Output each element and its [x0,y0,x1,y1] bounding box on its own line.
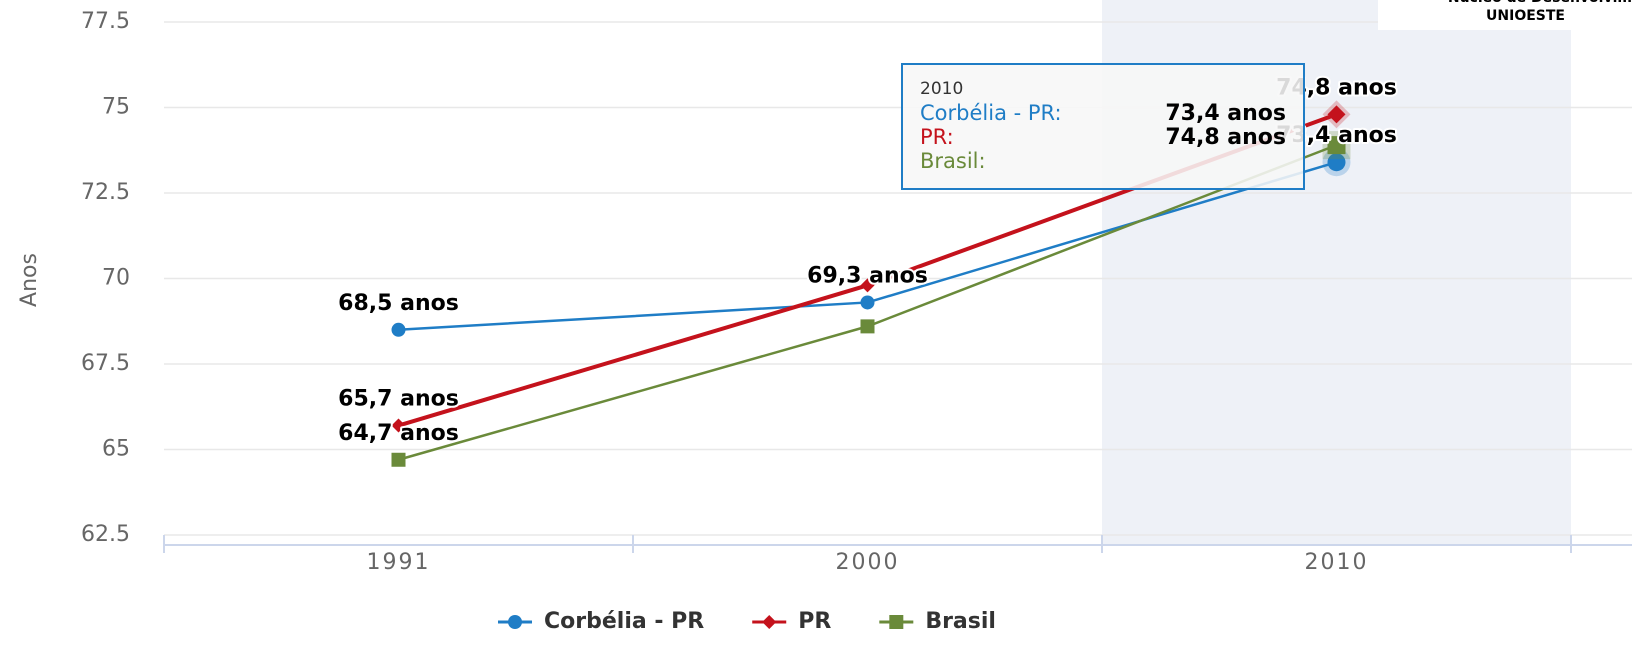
legend-label: PR [798,609,831,634]
tooltip-value: 73,4 anos [1165,101,1286,126]
tooltip-box [901,63,1305,190]
data-label: 64,7 anos [338,421,459,446]
point [391,418,406,433]
point [860,319,875,334]
y-tick-label: 77.5 [81,9,130,34]
point [1327,136,1346,155]
tooltip-label: Brasil: [920,149,986,173]
point [1327,105,1346,124]
legend-label: Brasil [925,609,996,634]
x-tick-label: 2000 [836,550,900,575]
point [860,295,875,310]
credit-line: Núcleo de Desenvolvim [1448,0,1632,6]
y-tick-label: 72.5 [81,180,130,205]
credit-box [1378,0,1632,30]
credit-line: UNIOESTE [1486,8,1565,24]
tooltip-label: Corbélia - PR: [920,101,1062,125]
point [1327,153,1346,172]
tooltip-value: 74,8 anos [1165,125,1286,150]
point [391,322,406,337]
y-tick-label: 70 [102,266,130,291]
point [860,278,875,293]
y-tick-label: 65 [102,437,130,462]
y-axis-label: Anos [17,253,42,307]
x-tick-label: 1991 [367,550,431,575]
data-label: 68,5 anos [338,291,459,316]
tooltip-title: 2010 [920,79,963,99]
y-tick-label: 67.5 [81,351,130,376]
legend-marker [762,615,777,629]
legend-marker [889,615,904,629]
point [391,452,406,467]
x-tick-label: 2010 [1305,550,1369,575]
y-tick-label: 62.5 [81,522,130,547]
legend-label: Corbélia - PR [544,609,704,634]
tooltip-label: PR: [920,125,954,149]
y-tick-label: 75 [102,95,130,120]
data-label: 65,7 anos [338,387,459,412]
legend-marker [508,615,522,629]
data-label: 69,3 anos [807,263,928,288]
